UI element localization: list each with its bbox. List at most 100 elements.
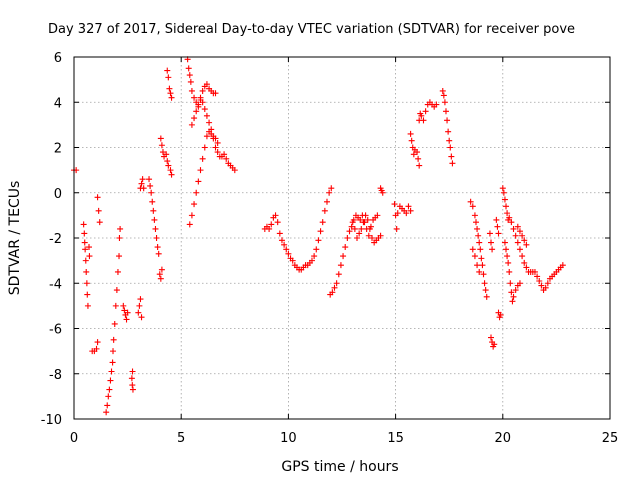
data-point bbox=[323, 198, 330, 205]
data-point bbox=[140, 185, 147, 192]
data-point bbox=[157, 275, 164, 282]
data-point bbox=[449, 160, 456, 167]
data-point bbox=[507, 280, 514, 287]
data-point bbox=[188, 121, 195, 128]
data-point bbox=[433, 101, 440, 108]
data-point bbox=[335, 271, 342, 278]
data-point bbox=[283, 246, 290, 253]
data-point bbox=[489, 246, 496, 253]
data-point bbox=[471, 212, 478, 219]
data-point bbox=[285, 250, 292, 257]
data-point bbox=[329, 289, 336, 296]
data-point bbox=[150, 207, 157, 214]
data-point bbox=[441, 99, 448, 106]
data-point bbox=[281, 241, 288, 248]
data-point bbox=[407, 130, 414, 137]
data-point bbox=[148, 189, 155, 196]
data-point bbox=[199, 87, 206, 94]
data-point bbox=[129, 382, 136, 389]
data-point bbox=[328, 185, 335, 192]
data-point bbox=[519, 253, 526, 260]
data-point bbox=[442, 108, 449, 115]
tick-marks bbox=[73, 56, 611, 420]
data-point bbox=[120, 302, 127, 309]
data-point bbox=[155, 250, 162, 257]
data-point bbox=[96, 219, 103, 226]
data-point bbox=[494, 223, 501, 230]
data-point bbox=[514, 239, 521, 246]
data-point bbox=[86, 253, 93, 260]
data-point bbox=[203, 133, 210, 140]
data-point bbox=[516, 246, 523, 253]
data-point bbox=[408, 137, 415, 144]
data-point bbox=[394, 210, 401, 217]
data-point bbox=[114, 268, 121, 275]
data-point bbox=[315, 237, 322, 244]
data-point bbox=[501, 196, 508, 203]
data-point bbox=[95, 207, 102, 214]
data-point bbox=[195, 178, 202, 185]
data-point bbox=[369, 235, 376, 241]
y-tick-label: -4 bbox=[49, 277, 62, 292]
data-point bbox=[476, 268, 483, 275]
data-point bbox=[377, 232, 384, 239]
data-point bbox=[214, 139, 221, 146]
data-point bbox=[503, 203, 510, 210]
data-point bbox=[351, 225, 358, 232]
data-point bbox=[473, 219, 479, 226]
data-point bbox=[364, 216, 371, 223]
y-tick-labels: -10 -8 -6 -4 -2 0 2 4 6 bbox=[41, 51, 62, 428]
data-point bbox=[206, 119, 213, 126]
data-point bbox=[116, 235, 123, 241]
data-point bbox=[523, 264, 530, 271]
data-point bbox=[84, 302, 91, 309]
data-point bbox=[136, 302, 143, 309]
data-point bbox=[416, 162, 423, 169]
data-point bbox=[503, 246, 510, 253]
data-point bbox=[167, 90, 174, 97]
data-point bbox=[164, 158, 171, 165]
data-point bbox=[278, 237, 285, 244]
data-point bbox=[474, 262, 481, 269]
data-point bbox=[500, 189, 507, 196]
data-point bbox=[514, 223, 521, 230]
data-point bbox=[366, 225, 373, 232]
data-point bbox=[153, 235, 160, 241]
data-point bbox=[276, 230, 283, 237]
data-point bbox=[129, 368, 136, 375]
data-point bbox=[521, 237, 528, 244]
data-point bbox=[113, 287, 120, 294]
data-point bbox=[337, 262, 344, 269]
data-point bbox=[149, 198, 156, 205]
data-point bbox=[349, 219, 356, 226]
data-point bbox=[197, 167, 204, 174]
data-point bbox=[110, 336, 117, 343]
data-point bbox=[128, 375, 135, 382]
data-point bbox=[391, 201, 398, 208]
data-point bbox=[531, 268, 538, 275]
data-point bbox=[362, 212, 369, 219]
data-point bbox=[505, 259, 512, 266]
y-tick-label: -8 bbox=[49, 368, 62, 383]
data-point bbox=[448, 153, 455, 160]
data-point bbox=[542, 284, 549, 291]
data-point bbox=[365, 232, 372, 239]
data-point bbox=[475, 232, 482, 239]
data-point bbox=[266, 225, 273, 232]
data-point bbox=[495, 230, 502, 237]
data-point bbox=[356, 230, 363, 237]
data-point bbox=[83, 268, 90, 275]
x-tick-labels: 0 5 10 15 20 25 bbox=[70, 431, 618, 446]
data-point bbox=[439, 87, 446, 94]
data-point bbox=[358, 225, 365, 232]
y-tick-label: -6 bbox=[49, 323, 62, 338]
data-point bbox=[164, 67, 171, 74]
data-point bbox=[317, 228, 324, 235]
data-point bbox=[214, 149, 221, 156]
data-point bbox=[478, 255, 485, 262]
data-point bbox=[268, 221, 275, 228]
data-point bbox=[467, 198, 474, 205]
data-point bbox=[193, 189, 200, 196]
data-point bbox=[477, 246, 484, 253]
data-point bbox=[447, 144, 454, 151]
